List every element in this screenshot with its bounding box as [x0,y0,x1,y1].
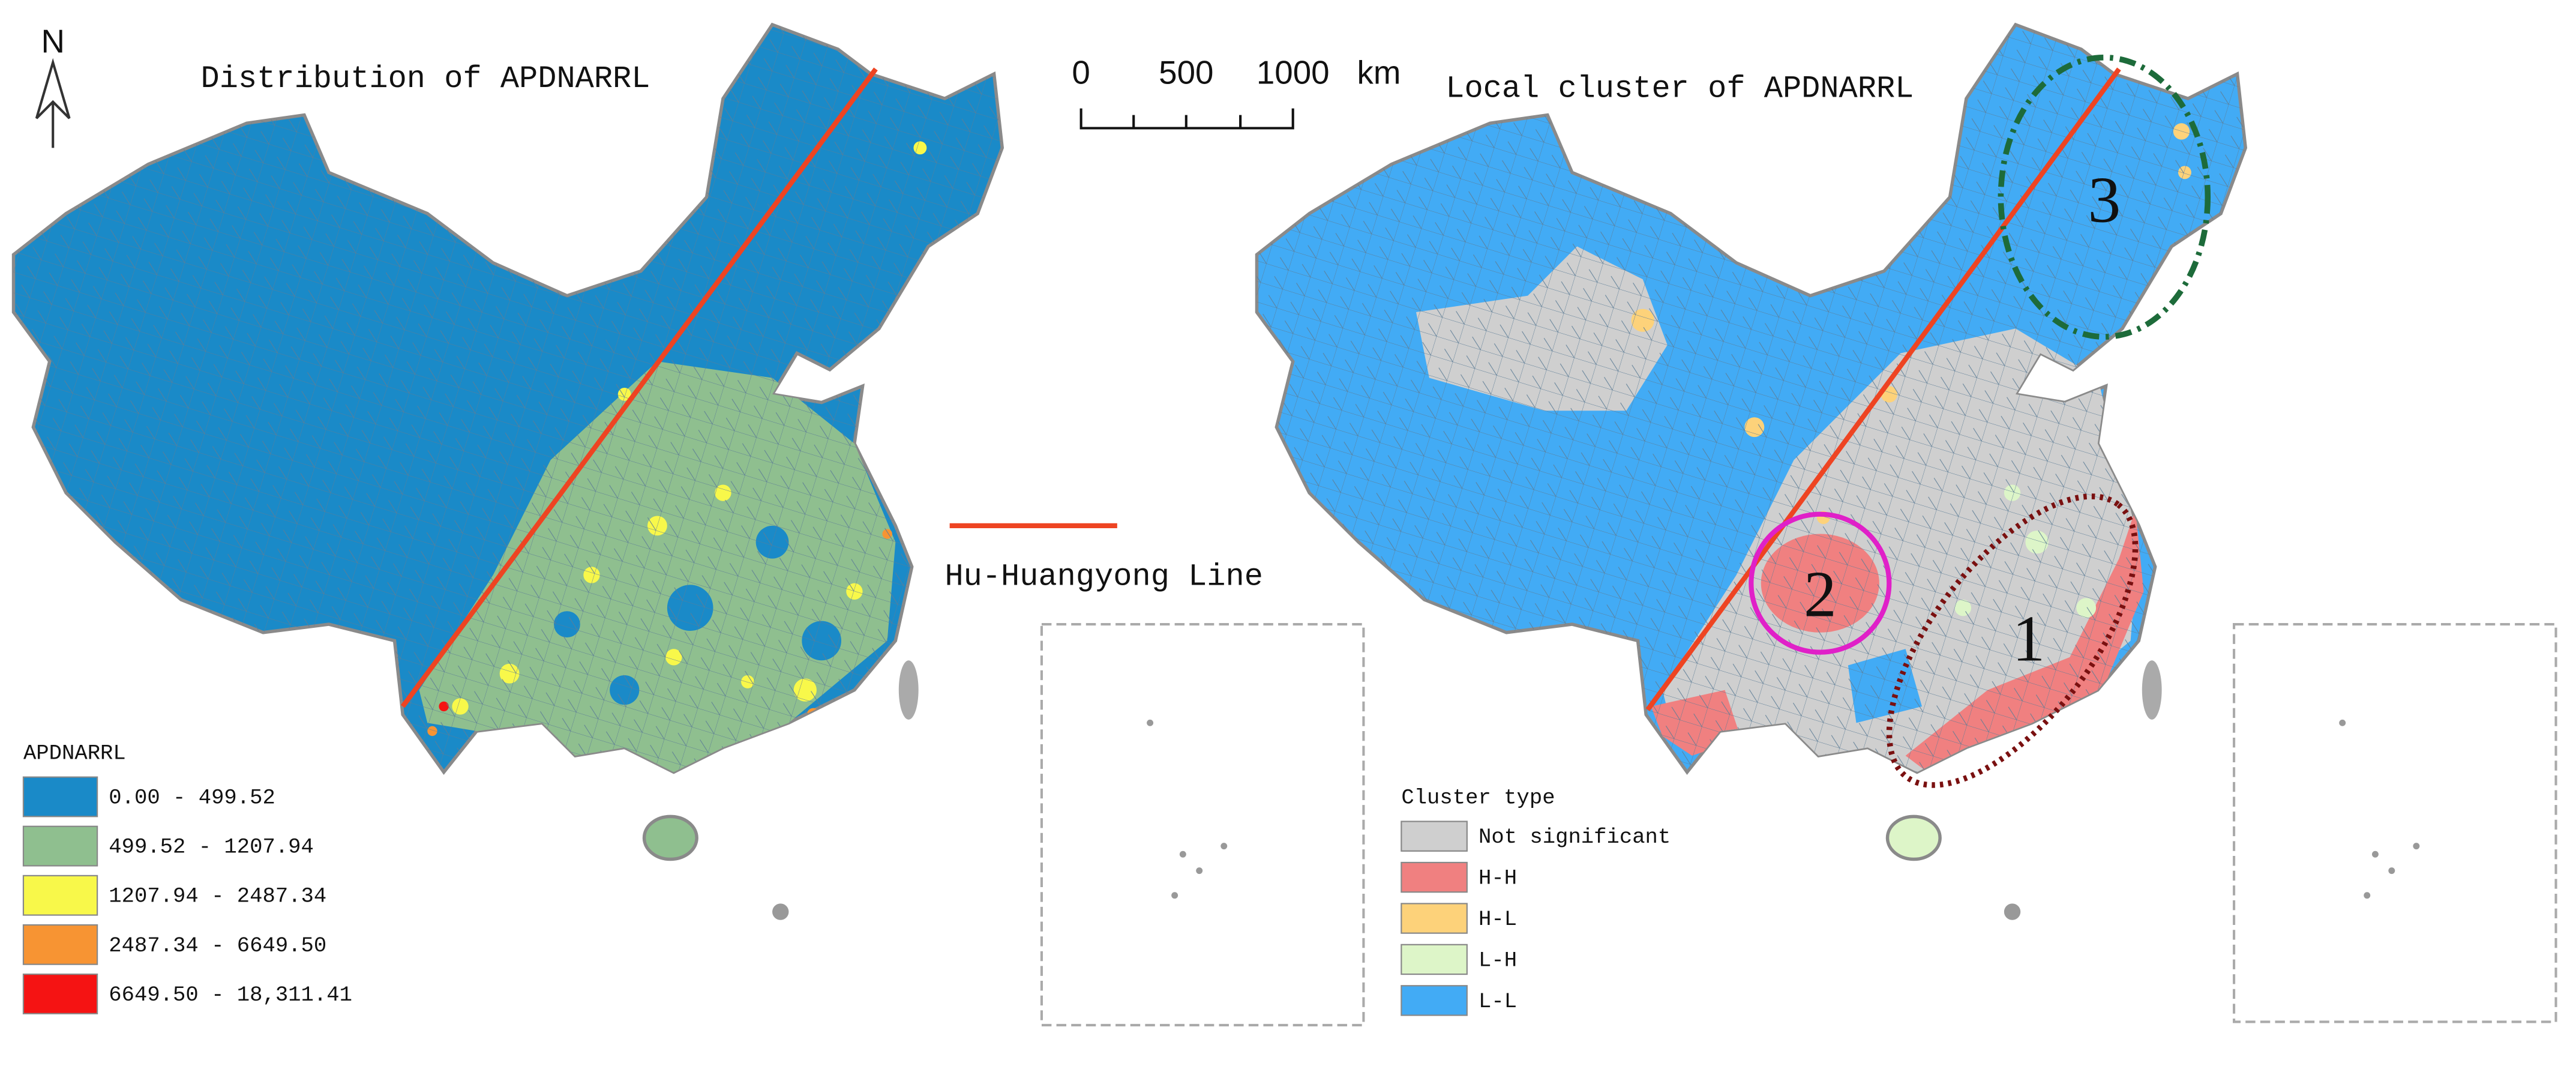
map-title: Distribution of APDNARRL [201,61,650,97]
scale-bar: 0 500 1000 km [1072,54,1401,130]
scale-label: 1000 [1256,54,1330,91]
scale-label: 0 [1072,54,1090,91]
county-borders [13,25,1003,772]
legend-swatch [1401,821,1468,852]
cluster-label: 1 [2013,601,2046,675]
right-map: 1 2 3 Local cluster of APDNARRL Cluster … [1244,0,2262,1016]
line-legend: Hu-Huangyong Line [944,523,1263,594]
hu-line [1645,67,2121,711]
legend-swatch [22,825,98,867]
legend-label: Not significant [1479,825,1671,849]
legend-swatch [1401,944,1468,975]
legend-title: APDNARRL [23,741,126,766]
legend-label: 499.52 - 1207.94 [109,835,314,860]
taiwan [2142,660,2162,720]
north-label: N [41,23,65,60]
county-borders [1256,25,2246,772]
left-map: Distribution of APDNARRL APDNARRL 0.00 -… [1,0,1019,1014]
cluster-2-ring [1749,511,1892,655]
legend-label: L-H [1479,948,1517,972]
cluster-3-ring [1998,55,2211,340]
taiwan [898,660,919,720]
scale-unit: km [1357,54,1401,91]
legend-swatch [1401,861,1468,893]
legend-label: 2487.34 - 6649.50 [109,933,326,958]
hainan [1885,815,1942,861]
cluster-label: 3 [2088,163,2121,236]
legend-swatch [1401,903,1468,934]
legend-label: L-L [1479,989,1517,1014]
inset-islands [772,719,2420,920]
legend-swatch [22,973,98,1014]
legend-swatch [22,776,98,818]
inset-frames [1040,623,2557,1026]
cluster-1-ring [1886,493,2139,788]
legend-swatch [1401,985,1468,1016]
legend-label: 1207.94 - 2487.34 [109,884,326,909]
scale-label: 500 [1159,54,1213,91]
legend-title: Cluster type [1401,785,1555,810]
north-arrow: N [35,23,71,148]
hu-line [400,67,878,708]
legend: Not significant H-H H-L L-H L-L [1401,821,1671,1016]
cluster-label: 2 [1804,557,1837,630]
legend: 0.00 - 499.52 499.52 - 1207.94 1207.94 - 2… [22,776,352,1014]
line-label: Hu-Huangyong Line [944,559,1263,594]
map-title: Local cluster of APDNARRL [1446,71,1914,106]
legend-swatch [22,924,98,965]
legend-label: H-H [1479,866,1517,891]
legend-label: 0.00 - 499.52 [109,785,275,810]
legend-label: 6649.50 - 18,311.41 [109,983,352,1007]
hainan [642,815,698,861]
legend-swatch [22,875,98,916]
legend-label: H-L [1479,907,1517,932]
